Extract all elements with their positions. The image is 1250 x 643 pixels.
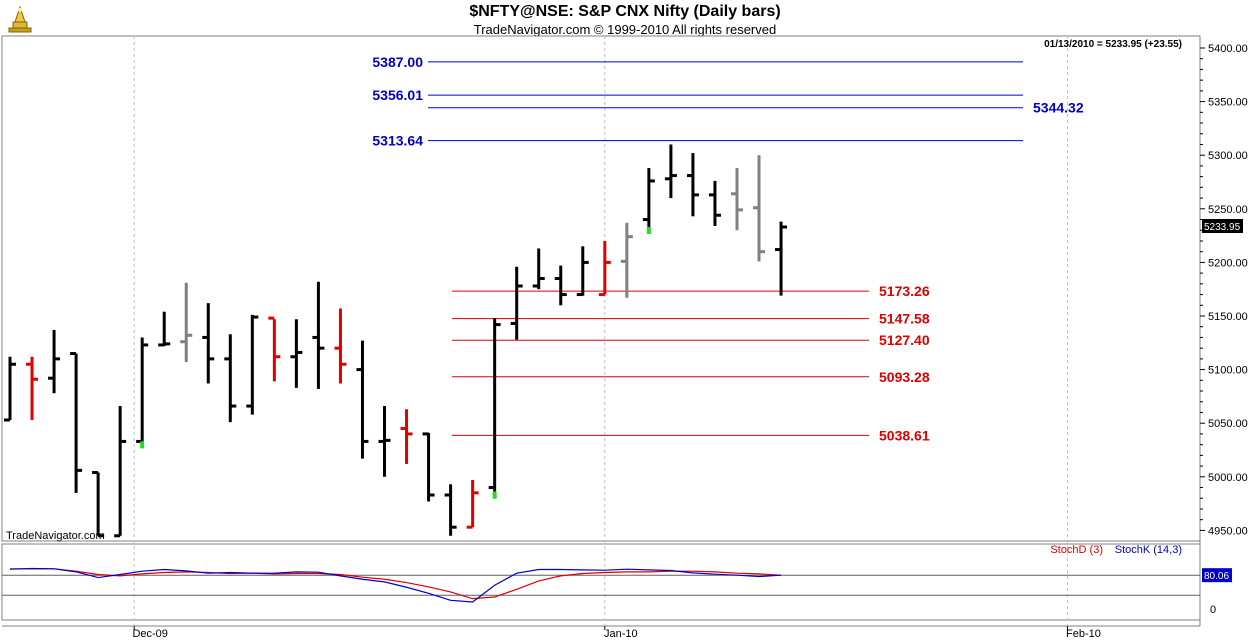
y-tick-label: 5150.00 [1208,311,1248,323]
stoch-panel-frame [1,543,1201,621]
y-tick-label: 5400.00 [1208,43,1248,55]
stoch-last-label: 80.06 [1204,571,1229,582]
stochk-line [9,567,782,603]
x-tick-label: Jan-10 [604,628,638,640]
x-tick-label: Dec-09 [132,628,167,640]
resistance-label: 5356.01 [372,87,423,103]
y-tick-label: 5350.00 [1208,97,1248,109]
resistance-label: 5387.00 [372,54,423,70]
stoch-last-box [1202,568,1232,583]
y-tick-label: 5200.00 [1208,257,1248,269]
support-label: 5093.28 [879,369,930,385]
price-panel-frame [1,35,1201,542]
x-tick-label: Feb-10 [1066,628,1101,640]
y-tick-label: 5050.00 [1208,418,1248,430]
support-label: 5173.26 [879,283,930,299]
support-label: 5038.61 [879,427,930,443]
resistance-label: 5344.32 [1033,100,1084,116]
support-label: 5147.58 [879,311,930,327]
y-tick-label: 5250.00 [1208,204,1248,216]
chart-subtitle: TradeNavigator.com © 1999-2010 All right… [473,22,777,37]
y-tick-label: 5300.00 [1208,150,1248,162]
watermark-text: TradeNavigator.com [6,530,105,542]
y-tick-label: 4950.00 [1208,525,1248,537]
stoch-y-tick-label: 0 [1210,604,1216,616]
resistance-label: 5313.64 [372,133,423,149]
chart-title: $NFTY@NSE: S&P CNX Nifty (Daily bars) [469,3,781,20]
last-price-box [1202,219,1243,234]
quote-label: 01/13/2010 = 5233.95 (+23.55) [1044,39,1182,50]
y-tick-label: 5000.00 [1208,472,1248,484]
last-price-label: 5233.95 [1204,222,1241,233]
trade-navigator-logo-icon[interactable] [4,4,36,36]
stochd-legend-label: StochD (3) [1050,544,1103,556]
stochk-legend-label: StochK (14,3) [1115,544,1182,556]
y-tick-label: 5100.00 [1208,365,1248,377]
stochd-line [10,568,782,600]
support-label: 5127.40 [879,332,930,348]
